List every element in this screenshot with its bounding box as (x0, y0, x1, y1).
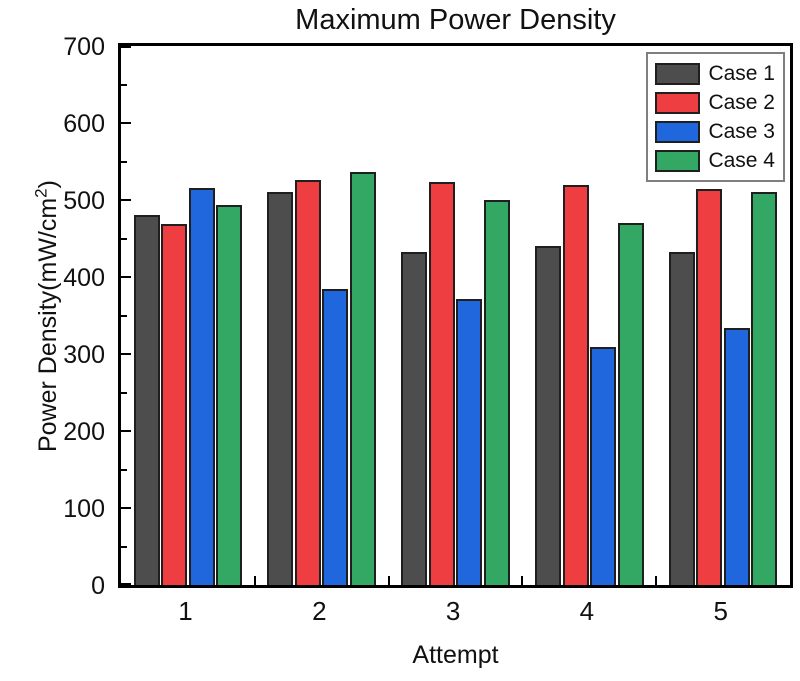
bar-case3-attempt4 (590, 347, 617, 585)
legend-swatch-icon (655, 91, 701, 114)
bar-case2-attempt3 (428, 182, 455, 585)
legend-box: Case 1 Case 2 Case 3 Case 4 (646, 52, 785, 182)
x-tick-label-2: 2 (312, 596, 327, 626)
x-axis-title: Attempt (412, 641, 499, 669)
legend-label: Case 4 (708, 148, 775, 172)
y-major-tick-700 (121, 46, 131, 48)
y-axis-title-suffix: ) (34, 180, 62, 189)
y-major-tick-600 (121, 122, 131, 124)
bar-case2-attempt2 (294, 179, 321, 585)
y-tick-label-0: 0 (91, 571, 105, 600)
legend-label: Case 1 (708, 61, 775, 85)
x-boundary-tick-1 (253, 576, 256, 585)
x-tick-label-5: 5 (713, 596, 728, 626)
bar-case4-attempt3 (483, 200, 510, 585)
y-tick-label-200: 200 (63, 417, 105, 446)
bar-case1-attempt5 (668, 252, 695, 585)
y-minor-tick-550 (121, 160, 127, 163)
bar-case1-attempt3 (401, 252, 428, 585)
x-boundary-tick-3 (521, 576, 524, 585)
legend-item-case1: Case 1 (655, 59, 775, 88)
bar-case3-attempt5 (723, 327, 750, 585)
x-tick-label-4: 4 (579, 596, 595, 626)
bar-case2-attempt5 (696, 189, 723, 585)
bar-case3-attempt3 (456, 298, 483, 585)
bar-case1-attempt1 (133, 215, 160, 585)
x-tick-label-1: 1 (178, 596, 193, 626)
x-boundary-tick-4 (655, 576, 658, 585)
y-tick-label-700: 700 (63, 32, 105, 61)
legend-swatch-icon (655, 149, 701, 172)
bar-case2-attempt1 (161, 223, 188, 585)
bar-case4-attempt1 (216, 204, 243, 585)
plot-area: Case 1 Case 2 Case 3 Case 4 (118, 43, 793, 588)
bar-case1-attempt2 (267, 192, 294, 585)
bar-case4-attempt2 (349, 171, 376, 585)
x-boundary-tick-2 (387, 576, 390, 585)
bar-case4-attempt5 (751, 192, 778, 585)
y-tick-label-600: 600 (63, 109, 105, 138)
y-major-tick-0 (121, 583, 131, 585)
legend-swatch-icon (655, 62, 701, 85)
y-major-tick-500 (121, 199, 131, 201)
bar-case3-attempt1 (188, 188, 215, 585)
legend-item-case3: Case 3 (655, 117, 775, 146)
y-minor-tick-250 (121, 391, 127, 394)
x-tick-label-3: 3 (445, 596, 461, 626)
y-major-tick-200 (121, 430, 131, 432)
bar-case2-attempt4 (562, 184, 589, 585)
legend-label: Case 3 (708, 119, 775, 143)
y-tick-label-100: 100 (63, 494, 105, 523)
y-tick-label-500: 500 (63, 186, 105, 215)
y-major-tick-100 (121, 507, 131, 509)
bar-case3-attempt2 (322, 288, 349, 585)
y-axis-title: Power Density(mW/cm2) (28, 16, 68, 616)
y-tick-label-300: 300 (63, 340, 105, 369)
bar-case1-attempt4 (535, 246, 562, 585)
legend-item-case2: Case 2 (655, 88, 775, 117)
y-minor-tick-150 (121, 468, 127, 471)
legend-label: Case 2 (708, 90, 775, 114)
y-axis-title-text: Power Density(mW/cm (34, 197, 62, 452)
y-minor-tick-450 (121, 237, 127, 240)
y-minor-tick-350 (121, 314, 127, 317)
y-major-tick-400 (121, 276, 131, 278)
bar-case4-attempt4 (617, 223, 644, 585)
y-minor-tick-650 (121, 83, 127, 86)
y-major-tick-300 (121, 353, 131, 355)
legend-item-case4: Case 4 (655, 146, 775, 175)
legend-swatch-icon (655, 120, 701, 143)
y-minor-tick-50 (121, 545, 127, 548)
y-tick-label-400: 400 (63, 263, 105, 292)
chart-title: Maximum Power Density (295, 4, 616, 36)
